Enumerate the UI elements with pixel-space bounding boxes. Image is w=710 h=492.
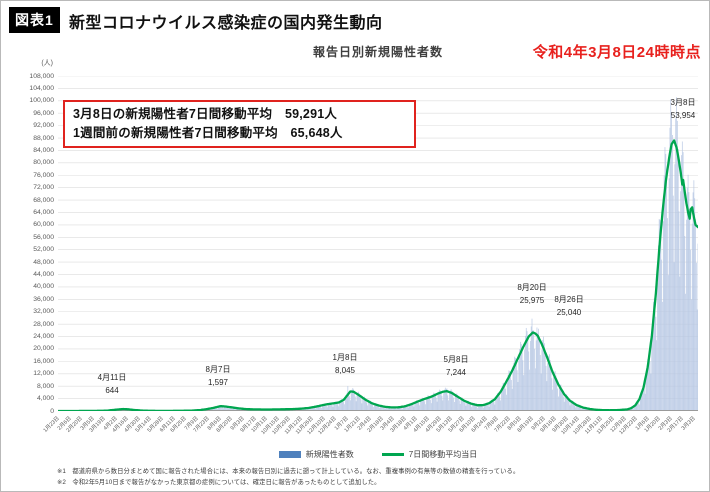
y-tick-label: 52,000 [33,246,54,254]
data-point-label: 3月8日 53,954 [670,98,696,120]
callout-line-1: 3月8日の新規陽性者7日間移動平均 59,291人 [73,107,338,121]
y-tick-label: 64,000 [33,208,54,216]
legend-item-bars: 新規陽性者数 [278,449,354,460]
y-tick-label: 36,000 [33,295,54,303]
data-point-label: 4月11日 644 [97,373,127,395]
legend-bars-label: 新規陽性者数 [305,450,354,459]
bar-series-swatch-icon [278,451,301,458]
y-tick-label: 100,000 [29,97,54,105]
y-tick-label: 12,000 [33,370,54,378]
chart-title: 報告日別新規陽性者数 [312,45,443,59]
y-tick-label: 8,000 [36,382,54,390]
y-tick-label: 60,000 [33,221,54,229]
moving-average-callout: 3月8日の新規陽性者7日間移動平均 59,291人 1週間前の新規陽性者7日間移… [63,100,416,148]
footnote-2: ※2 令和2年5月10日まで報告がなかった東京都の症例については、確定日に報告が… [57,479,381,487]
report-timestamp: 令和4年3月8日24時時点 [532,44,701,61]
y-tick-label: 20,000 [33,345,54,353]
y-tick-label: 108,000 [29,72,54,80]
data-point-label: 8月26日 25,040 [554,295,584,317]
callout-line-2: 1週間前の新規陽性者7日間移動平均 65,648人 [73,126,343,141]
y-tick-label: 16,000 [33,357,54,365]
chart-legend: 新規陽性者数 7日間移動平均当日 [58,449,698,460]
y-tick-label: 92,000 [33,122,54,130]
y-tick-label: 44,000 [33,271,54,279]
y-tick-label: 40,000 [33,283,54,291]
y-tick-label: 48,000 [33,258,54,266]
data-point-label: 8月7日 1,597 [205,365,231,387]
y-tick-label: 24,000 [33,333,54,341]
y-tick-label: 68,000 [33,196,54,204]
y-tick-label: 72,000 [33,184,54,192]
footnotes: ※1 都道府県から数日分まとめて国に報告された場合には、本来の報告日別に過去に遡… [57,466,705,488]
y-tick-label: 28,000 [33,320,54,328]
y-tick-label: 0 [50,407,54,415]
page-title: 新型コロナウイルス感染症の国内発生動向 [69,15,383,32]
data-point-label: 1月8日 8,045 [332,353,358,375]
y-tick-label: 56,000 [33,233,54,241]
y-tick-label: 80,000 [33,159,54,167]
y-tick-label: 76,000 [33,171,54,179]
line-series-swatch-icon [381,453,404,456]
legend-line-label: 7日間移動平均当日 [408,450,478,459]
y-tick-label: 4,000 [36,395,54,403]
y-tick-label: 96,000 [33,109,54,117]
footnote-1: ※1 都道府県から数日分まとめて国に報告された場合には、本来の報告日別に過去に遡… [57,468,520,475]
legend-item-line: 7日間移動平均当日 [381,449,478,460]
data-point-label: 8月20日 25,975 [517,283,547,305]
y-axis-unit: (人) [41,60,53,67]
y-tick-label: 32,000 [33,308,54,316]
data-point-label: 5月8日 7,244 [443,355,469,377]
figure-number-badge: 図表1 [9,7,60,33]
y-tick-label: 104,000 [29,84,54,92]
y-tick-label: 88,000 [33,134,54,142]
y-tick-label: 84,000 [33,146,54,154]
